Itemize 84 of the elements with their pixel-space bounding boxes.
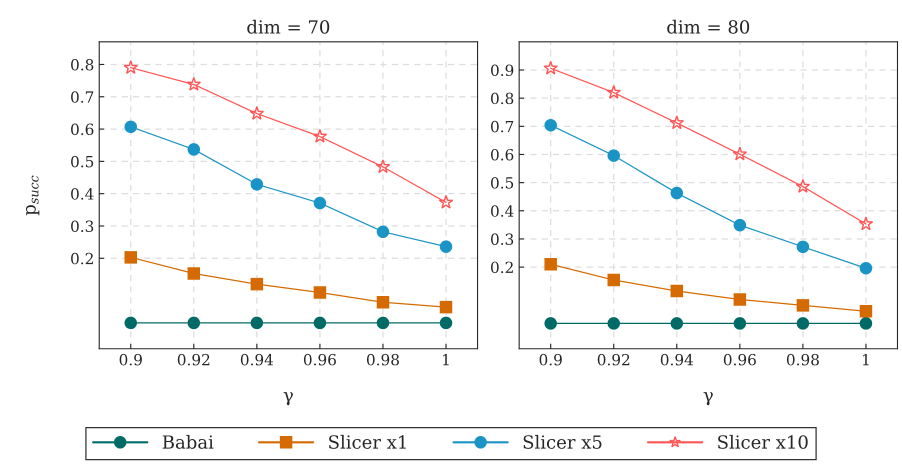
point bbox=[670, 186, 684, 200]
legend-label: Slicer x1 bbox=[329, 434, 406, 449]
point bbox=[250, 178, 264, 191]
point bbox=[124, 120, 137, 134]
x-tick-label: 0.98 bbox=[786, 354, 819, 366]
point bbox=[734, 317, 746, 330]
y-axis-title: p$_{succ}$ bbox=[26, 176, 40, 216]
x-tick-label: 0.94 bbox=[240, 354, 274, 366]
y-tick-label: 0.7 bbox=[491, 120, 514, 132]
y-tick-label: 0.3 bbox=[71, 220, 94, 232]
y-tick-label: 0.4 bbox=[491, 205, 514, 217]
point bbox=[376, 159, 390, 174]
y-tick-label: 0.5 bbox=[491, 177, 514, 189]
point bbox=[314, 316, 326, 330]
x-tick-label: 0.9 bbox=[120, 354, 142, 366]
point bbox=[796, 240, 810, 254]
point bbox=[860, 262, 872, 274]
point bbox=[440, 240, 452, 253]
point bbox=[376, 316, 390, 330]
chart-title: dim = 70 bbox=[247, 20, 330, 34]
y-tick-label: 0.4 bbox=[71, 188, 94, 200]
y-tick-label: 0.2 bbox=[71, 252, 93, 264]
y-tick-label: 0.2 bbox=[491, 262, 513, 274]
x-tick-label: 0.9 bbox=[540, 354, 562, 366]
legend-label: Babai bbox=[162, 434, 214, 449]
point bbox=[860, 317, 872, 330]
x-tick-label: 0.96 bbox=[724, 354, 756, 366]
point bbox=[607, 274, 620, 286]
point bbox=[440, 300, 452, 314]
point bbox=[796, 317, 810, 330]
point bbox=[544, 258, 557, 271]
point bbox=[438, 194, 454, 209]
point bbox=[670, 284, 684, 298]
y-tick-label: 0.8 bbox=[491, 92, 514, 104]
legend-label: Slicer x5 bbox=[524, 434, 602, 449]
point bbox=[188, 143, 200, 156]
point bbox=[250, 316, 264, 330]
point bbox=[796, 299, 810, 312]
point bbox=[376, 226, 390, 238]
point bbox=[858, 216, 874, 230]
x-tick-label: 1 bbox=[443, 354, 449, 366]
point bbox=[607, 317, 620, 330]
legend-label: Slicer x10 bbox=[718, 434, 808, 449]
point bbox=[607, 149, 620, 162]
y-tick-label: 0.9 bbox=[491, 64, 514, 76]
point bbox=[314, 196, 326, 210]
y-tick-label: 0.6 bbox=[491, 148, 514, 160]
point bbox=[124, 316, 137, 330]
point bbox=[860, 305, 872, 318]
x-tick-label: 0.94 bbox=[660, 354, 694, 366]
point bbox=[544, 317, 557, 330]
point bbox=[124, 251, 137, 264]
y-tick-label: 0.7 bbox=[71, 91, 94, 103]
point bbox=[312, 128, 328, 143]
point bbox=[543, 60, 558, 75]
point bbox=[732, 146, 748, 161]
chart-title: dim = 80 bbox=[667, 20, 750, 34]
point bbox=[188, 267, 200, 280]
point bbox=[250, 278, 264, 290]
point bbox=[250, 106, 264, 120]
point bbox=[734, 218, 746, 232]
point bbox=[440, 316, 452, 330]
point bbox=[670, 115, 684, 130]
x-tick-label: 0.92 bbox=[598, 354, 630, 366]
x-axis-title: γ bbox=[284, 392, 293, 406]
y-tick-label: 0.5 bbox=[71, 156, 94, 168]
y-tick-label: 0.8 bbox=[71, 58, 94, 70]
point bbox=[544, 118, 557, 132]
point bbox=[796, 178, 810, 193]
point bbox=[606, 84, 622, 99]
point bbox=[188, 316, 200, 330]
x-tick-label: 0.92 bbox=[178, 354, 210, 366]
x-tick-label: 0.96 bbox=[304, 354, 336, 366]
y-tick-label: 0.3 bbox=[491, 233, 514, 245]
point bbox=[734, 293, 746, 306]
point bbox=[123, 60, 138, 74]
point bbox=[314, 286, 326, 299]
y-tick-label: 0.6 bbox=[71, 124, 94, 136]
point bbox=[186, 76, 202, 91]
point bbox=[670, 317, 684, 330]
x-axis-title: γ bbox=[704, 392, 713, 406]
x-tick-label: 0.98 bbox=[366, 354, 399, 366]
point bbox=[376, 296, 390, 308]
x-tick-label: 1 bbox=[862, 354, 869, 366]
